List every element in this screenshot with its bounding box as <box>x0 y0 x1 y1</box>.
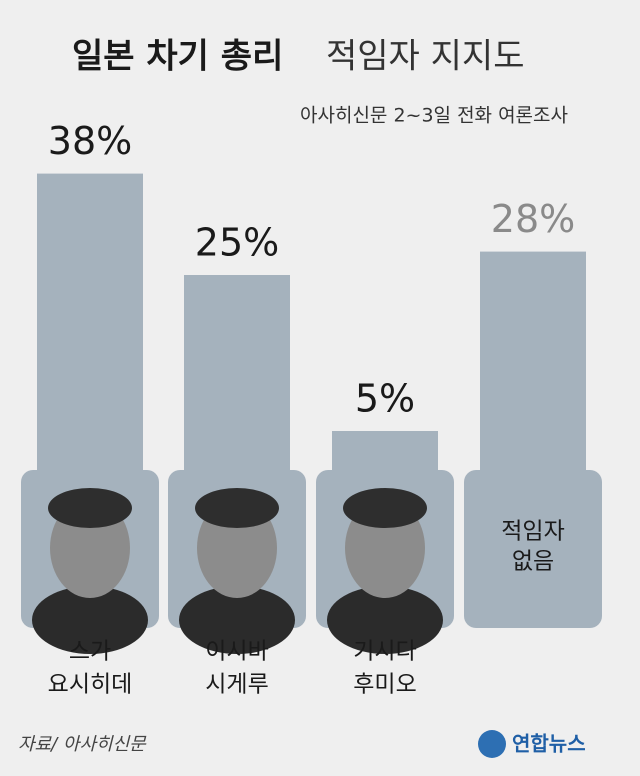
chart-title-light: 적임자 지지도 <box>326 37 525 77</box>
bar <box>184 275 290 470</box>
bar <box>37 173 143 470</box>
category-label: 요시히데 <box>48 672 133 698</box>
category-label: 스가 <box>69 639 111 665</box>
portrait-body <box>327 586 443 654</box>
value-label: 28% <box>491 197 575 241</box>
portrait-body <box>32 586 148 654</box>
logo-icon <box>478 730 506 758</box>
chart-title: 일본 차기 총리 <box>72 37 283 77</box>
portrait-hair <box>195 488 279 528</box>
category-label: 적임자 <box>501 519 564 545</box>
portrait-hair <box>48 488 132 528</box>
chart-subtitle: 아사히신문 2~3일 전화 여론조사 <box>300 105 568 127</box>
category-label: 시게루 <box>205 672 268 698</box>
category-label: 기시다 <box>353 639 416 665</box>
portrait-hair <box>343 488 427 528</box>
value-label: 25% <box>195 221 279 265</box>
portrait-body <box>179 586 295 654</box>
logo: 연합뉴스 <box>512 732 586 756</box>
value-label: 38% <box>48 119 132 163</box>
category-label: 후미오 <box>353 672 416 698</box>
category-label: 이시바 <box>205 639 268 665</box>
bar <box>480 251 586 470</box>
category-label: 없음 <box>512 549 554 575</box>
bar <box>332 431 438 470</box>
photo-box <box>464 470 602 628</box>
source: 자료/ 아사히신문 <box>18 734 147 755</box>
value-label: 5% <box>355 377 415 421</box>
